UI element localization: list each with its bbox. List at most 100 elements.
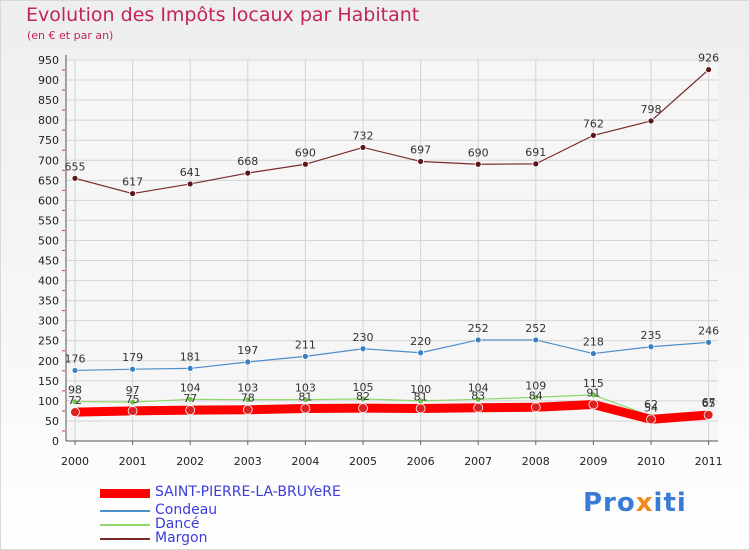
data-label: 246 [698,324,719,337]
data-label: 54 [644,401,658,414]
y-tick-label: 650 [38,174,59,187]
data-label: 81 [298,391,312,404]
chart-subtitle: (en € et par an) [27,29,114,42]
data-label: 732 [353,129,374,142]
data-point [186,180,194,188]
x-tick-label: 2006 [407,455,435,468]
data-point [532,393,540,401]
y-tick-label: 150 [38,375,59,388]
y-tick-label: 550 [38,214,59,227]
data-label: 84 [529,389,543,402]
y-tick-label: 750 [38,134,59,147]
data-point [417,349,425,357]
y-tick-label: 100 [38,395,59,408]
y-tick-label: 850 [38,94,59,107]
data-label: 252 [468,322,489,335]
data-point [359,345,367,353]
data-point [301,160,309,168]
data-point [359,395,367,403]
data-point [301,396,309,404]
data-point [242,404,253,415]
data-label: 181 [180,350,201,363]
data-label: 115 [583,377,604,390]
data-label: 690 [468,146,489,159]
data-point [127,406,138,416]
y-tick-label: 450 [38,255,59,268]
data-point [474,395,482,403]
data-point [185,405,196,416]
data-point [71,367,79,374]
y-tick-label: 400 [38,275,59,288]
data-point [474,336,482,344]
y-tick-label: 600 [38,194,59,207]
data-label: 655 [65,160,86,173]
data-label: 72 [68,394,82,407]
data-point [703,410,714,420]
data-point [244,358,252,366]
y-tick-label: 950 [38,54,59,67]
y-tick-label: 700 [38,154,59,167]
data-label: 105 [353,381,374,394]
data-point [301,352,309,360]
data-label: 762 [583,117,604,130]
data-point [473,402,484,413]
data-point [647,117,655,125]
y-tick-label: 350 [38,295,59,308]
data-point [70,407,80,418]
data-point [590,350,597,357]
data-label: 220 [410,335,431,348]
x-tick-label: 2000 [61,455,89,468]
x-tick-label: 2004 [291,455,319,468]
data-label: 100 [410,383,431,396]
data-point [647,343,655,351]
data-label: 77 [183,392,197,405]
x-tick-label: 2010 [637,455,665,468]
series-line-2 [74,394,710,417]
data-label: 67 [702,396,716,409]
data-point [590,131,597,139]
data-label: 82 [356,390,370,403]
x-tick-label: 2003 [234,455,262,468]
x-tick-label: 2007 [464,455,492,468]
data-label: 691 [525,146,546,159]
data-label: 798 [641,103,662,116]
data-point [71,174,79,182]
data-point [186,395,194,403]
data-label: 668 [237,155,258,168]
logo-text-b: x [635,488,654,518]
y-tick-label: 50 [45,415,59,428]
data-label: 617 [122,176,143,189]
y-tick-label: 800 [38,114,59,127]
data-label: 235 [641,329,662,342]
data-label: 109 [525,379,546,392]
data-point [359,144,367,151]
data-point [705,66,712,74]
data-label: 91 [586,387,600,400]
series-line-3 [74,69,710,195]
data-point [417,158,425,165]
data-point [588,399,599,410]
data-label: 62 [644,398,658,411]
data-point [129,365,137,373]
y-tick-label: 500 [38,234,59,247]
data-label: 103 [237,382,258,395]
y-tick-label: 250 [38,335,59,348]
data-label: 690 [295,146,316,159]
data-point [474,160,482,168]
data-label: 65 [702,397,716,410]
data-point [244,169,252,177]
x-tick-label: 2002 [176,455,204,468]
data-point [129,190,137,197]
data-point [646,414,656,425]
data-label: 103 [295,382,316,395]
x-tick-label: 2005 [349,455,377,468]
data-label: 218 [583,336,604,349]
data-label: 78 [241,392,255,405]
x-tick-label: 2011 [695,455,723,468]
data-label: 104 [180,381,201,394]
series-line-1 [74,339,710,372]
proxiti-logo: Proxiti [583,488,687,518]
data-point [532,160,540,168]
data-label: 104 [468,381,489,394]
